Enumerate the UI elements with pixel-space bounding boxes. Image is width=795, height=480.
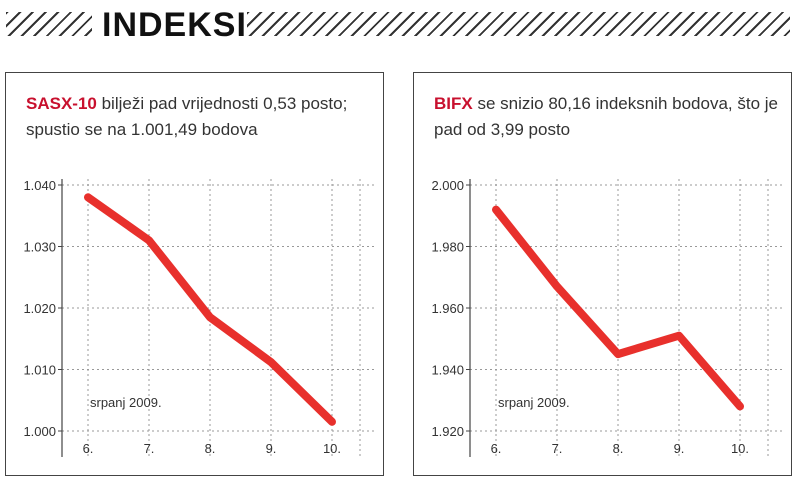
- chart-panel-sasx10: SASX-10 bilježi pad vrijednosti 0,53 pos…: [5, 72, 384, 476]
- y-tick-label: 1.020: [23, 301, 56, 316]
- data-point: [615, 351, 621, 358]
- data-point: [207, 314, 213, 321]
- chart-panel-bifx: BIFX se snizio 80,16 indeksnih bodova, š…: [413, 72, 792, 476]
- index-name: SASX-10: [26, 94, 97, 113]
- line-chart-bifx: 1.920 1.940 1.960 1.980 2.000 6. 7. 8. 9. 10. srpa…: [431, 178, 784, 457]
- x-tick-label: 7.: [144, 441, 155, 456]
- y-tick-label: 1.000: [23, 424, 56, 439]
- chart-note: srpanj 2009.: [498, 395, 570, 410]
- x-tick-label: 6.: [491, 441, 502, 456]
- data-point: [85, 194, 91, 201]
- chart-caption: BIFX se snizio 80,16 indeksnih bodova, š…: [434, 91, 784, 143]
- data-point: [554, 283, 560, 290]
- chart-note: srpanj 2009.: [90, 395, 162, 410]
- x-tick-label: 8.: [205, 441, 216, 456]
- y-tick-label: 1.040: [23, 178, 56, 193]
- data-point: [737, 403, 743, 410]
- x-tick-label: 6.: [83, 441, 94, 456]
- caption-text: bilježi pad vrijednosti 0,53 posto; spus…: [26, 94, 348, 139]
- y-tick-label: 1.030: [23, 240, 56, 255]
- hatch-decoration-left: [6, 12, 92, 36]
- y-tick-label: 1.960: [431, 301, 464, 316]
- y-tick-label: 1.940: [431, 363, 464, 378]
- hatch-decoration-right: [247, 12, 790, 36]
- data-point: [146, 237, 152, 244]
- y-tick-label: 2.000: [431, 178, 464, 193]
- data-point: [268, 359, 274, 366]
- line-chart-sasx10: 1.000 1.010 1.020 1.030 1.040 6. 7. 8. 9. 10. srpa…: [23, 178, 376, 457]
- index-name: BIFX: [434, 94, 473, 113]
- x-tick-label: 8.: [613, 441, 624, 456]
- x-tick-label: 10.: [323, 441, 341, 456]
- y-tick-label: 1.010: [23, 363, 56, 378]
- x-tick-label: 7.: [552, 441, 563, 456]
- x-tick-label: 10.: [731, 441, 749, 456]
- y-tick-label: 1.920: [431, 424, 464, 439]
- caption-text: se snizio 80,16 indeksnih bodova, što je…: [434, 94, 778, 139]
- chart-caption: SASX-10 bilježi pad vrijednosti 0,53 pos…: [26, 91, 376, 143]
- x-tick-label: 9.: [674, 441, 685, 456]
- data-point: [493, 206, 499, 213]
- header: INDEKSI: [0, 0, 795, 50]
- data-point: [676, 332, 682, 339]
- y-tick-label: 1.980: [431, 240, 464, 255]
- data-point: [329, 418, 335, 425]
- x-tick-label: 9.: [266, 441, 277, 456]
- page-title: INDEKSI: [102, 6, 247, 44]
